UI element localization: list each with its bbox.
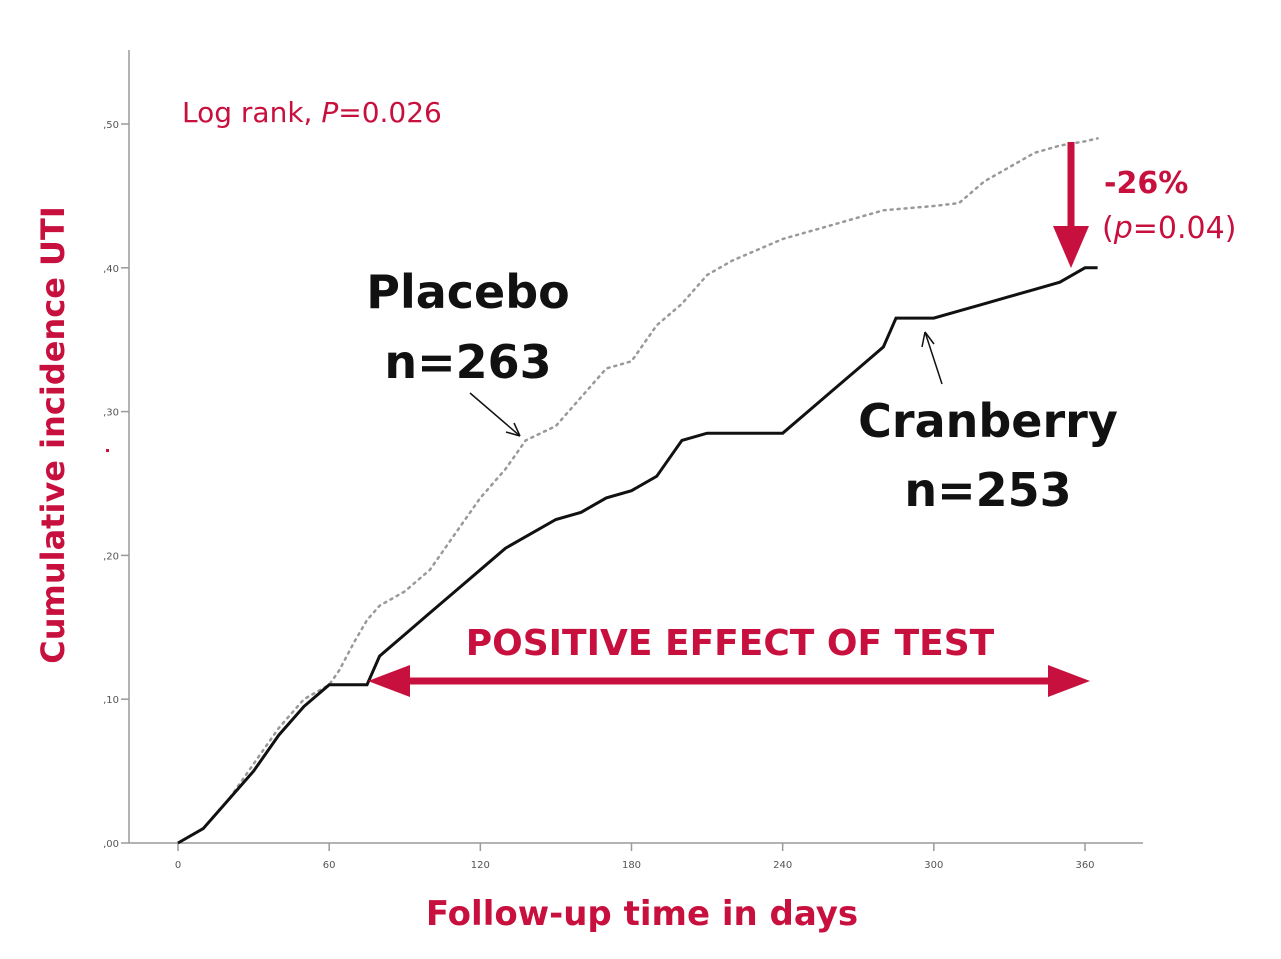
cranberry-n-label: n=253 <box>904 463 1071 517</box>
y-tick-label: ,00 <box>103 839 119 850</box>
cranberry-pointer-arrow <box>924 331 943 385</box>
x-tick-label: 120 <box>471 860 490 871</box>
series-line-placebo <box>176 137 1099 845</box>
placebo-pointer-arrowhead <box>505 422 521 437</box>
x-axis-title: Follow-up time in days <box>426 894 858 934</box>
placebo-n-label: n=263 <box>384 335 551 389</box>
y-tick-label: ,20 <box>103 551 119 562</box>
y-tick-label: ,30 <box>103 408 119 419</box>
reduction-label: -26% <box>1104 166 1188 201</box>
reduction-p-label: (p=0.04) <box>1102 211 1236 246</box>
series-line-cranberry <box>177 266 1098 845</box>
y-tick-label: ,40 <box>103 264 119 275</box>
y-tick-label: ,10 <box>103 695 119 706</box>
x-tick-label: 360 <box>1075 860 1094 871</box>
x-tick-label: 0 <box>175 860 181 871</box>
x-axis-ticks: 0 60 120 180 240 300 360 <box>175 843 1095 871</box>
positive-effect-label: POSITIVE EFFECT OF TEST <box>466 623 995 664</box>
x-tick-label: 240 <box>773 860 792 871</box>
placebo-label: Placebo <box>366 265 570 319</box>
x-tick-label: 180 <box>622 860 641 871</box>
log-rank-label: Log rank, P=0.026 <box>182 96 442 129</box>
placebo-pointer-arrow <box>469 392 521 437</box>
y-axis-ticks: ,00 ,10 ,20 ,30 ,40 ,50 <box>103 120 129 850</box>
x-tick-label: 300 <box>924 860 943 871</box>
y-axis-title: Cumulative incidence UTI <box>34 206 72 664</box>
cranberry-label: Cranberry <box>858 394 1118 448</box>
y-axis-title-dot <box>106 449 109 452</box>
x-tick-label: 60 <box>323 860 336 871</box>
positive-effect-arrowhead-right <box>1048 665 1090 697</box>
y-tick-label: ,50 <box>103 120 119 131</box>
positive-effect-arrowhead-left <box>368 665 410 697</box>
reduction-arrowhead <box>1053 226 1089 268</box>
cranberry-pointer-arrowhead <box>921 331 935 348</box>
